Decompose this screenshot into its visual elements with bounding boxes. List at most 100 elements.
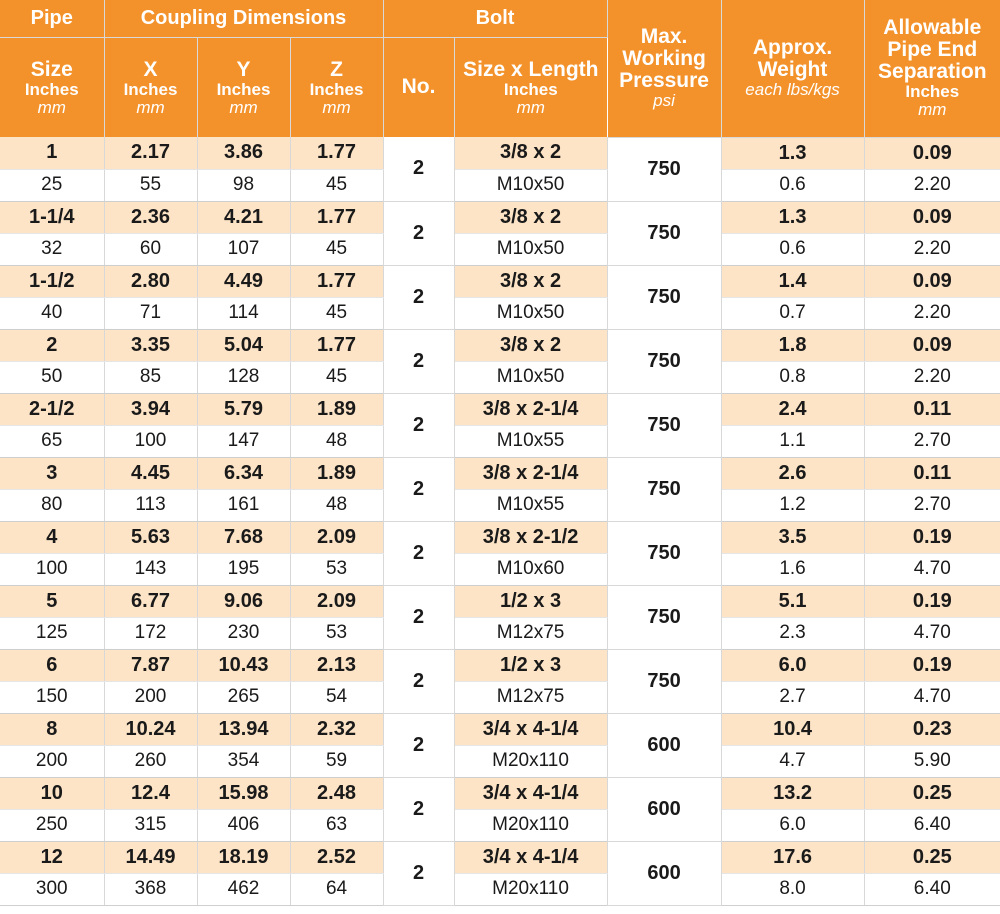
- separation-inches: 0.25: [864, 777, 1000, 810]
- pipe-size-mm: 25: [0, 169, 105, 202]
- pipe-size-mm: 50: [0, 361, 105, 394]
- weight-kgs: 0.8: [721, 361, 865, 394]
- table-row-mm: 200 260 354 59 M20x110 4.7 5.90: [0, 745, 1000, 778]
- y-mm: 147: [197, 425, 291, 458]
- separation-mm: 4.70: [864, 617, 1000, 650]
- separation-inches: 0.19: [864, 649, 1000, 682]
- header-pressure-line1: Max.: [640, 25, 688, 49]
- pipe-size-inches: 2-1/2: [0, 393, 105, 426]
- weight-lbs: 2.4: [721, 393, 865, 426]
- max-working-pressure: 750: [607, 457, 722, 522]
- header-bolt-size-label: Size x Length: [463, 57, 599, 81]
- pipe-size-mm: 125: [0, 617, 105, 650]
- y-inches: 9.06: [197, 585, 291, 618]
- separation-mm: 2.20: [864, 233, 1000, 266]
- y-mm: 354: [197, 745, 291, 778]
- table-row-inches: 8 10.24 13.94 2.32 2 3/4 x 4-1/4 600 10.4 0.23: [0, 713, 1000, 778]
- separation-mm: 2.20: [864, 297, 1000, 330]
- y-mm: 195: [197, 553, 291, 586]
- y-mm: 98: [197, 169, 291, 202]
- weight-lbs: 3.5: [721, 521, 865, 554]
- bolt-size-inches: 1/2 x 3: [454, 649, 608, 682]
- z-mm: 45: [290, 297, 384, 330]
- header-x-unit-in: Inches: [123, 79, 178, 99]
- header-z-unit-in: Inches: [309, 79, 364, 99]
- pipe-size-inches: 1-1/4: [0, 201, 105, 234]
- bolt-size-mm: M20x110: [454, 873, 608, 906]
- bolt-size-mm: M20x110: [454, 809, 608, 842]
- bolt-count: 2: [383, 585, 455, 650]
- y-inches: 3.86: [197, 137, 291, 170]
- header-pressure-line2: Working: [622, 47, 706, 71]
- pipe-size-mm: 100: [0, 553, 105, 586]
- bolt-size-inches: 1/2 x 3: [454, 585, 608, 618]
- x-mm: 113: [104, 489, 198, 522]
- weight-kgs: 8.0: [721, 873, 865, 906]
- separation-mm: 2.20: [864, 169, 1000, 202]
- bolt-count: 2: [383, 521, 455, 586]
- separation-mm: 5.90: [864, 745, 1000, 778]
- table-row-inches: 12 14.49 18.19 2.52 2 3/4 x 4-1/4 600 17.6 0.25: [0, 841, 1000, 906]
- weight-kgs: 1.1: [721, 425, 865, 458]
- header-y: Y Inches mm: [197, 37, 291, 137]
- bolt-size-inches: 3/8 x 2-1/4: [454, 457, 608, 490]
- header-sep-line2: Pipe End: [887, 38, 978, 62]
- y-inches: 7.68: [197, 521, 291, 554]
- pipe-size-mm: 32: [0, 233, 105, 266]
- x-inches: 4.45: [104, 457, 198, 490]
- pipe-size-mm: 150: [0, 681, 105, 714]
- weight-lbs: 1.4: [721, 265, 865, 298]
- bolt-count: 2: [383, 457, 455, 522]
- x-inches: 2.80: [104, 265, 198, 298]
- weight-kgs: 1.6: [721, 553, 865, 586]
- separation-mm: 6.40: [864, 873, 1000, 906]
- x-inches: 6.77: [104, 585, 198, 618]
- header-size: Size Inches mm: [0, 37, 105, 137]
- header-weight-line1: Approx.: [752, 36, 833, 60]
- bolt-size-mm: M12x75: [454, 681, 608, 714]
- y-mm: 128: [197, 361, 291, 394]
- table-row-inches: 3 4.45 6.34 1.89 2 3/8 x 2-1/4 750 2.6 0.11: [0, 457, 1000, 522]
- z-inches: 2.09: [290, 585, 384, 618]
- x-mm: 143: [104, 553, 198, 586]
- header-x-label: X: [143, 57, 158, 81]
- x-mm: 200: [104, 681, 198, 714]
- x-inches: 14.49: [104, 841, 198, 874]
- pipe-size-mm: 200: [0, 745, 105, 778]
- table-row-mm: 300 368 462 64 M20x110 8.0 6.40: [0, 873, 1000, 906]
- x-inches: 3.35: [104, 329, 198, 362]
- z-mm: 53: [290, 617, 384, 650]
- bolt-size-mm: M20x110: [454, 745, 608, 778]
- z-mm: 54: [290, 681, 384, 714]
- x-inches: 2.36: [104, 201, 198, 234]
- z-mm: 53: [290, 553, 384, 586]
- table-row-mm: 65 100 147 48 M10x55 1.1 2.70: [0, 425, 1000, 458]
- max-working-pressure: 600: [607, 713, 722, 778]
- header-pipe: Pipe: [0, 0, 105, 38]
- y-mm: 265: [197, 681, 291, 714]
- pipe-size-inches: 3: [0, 457, 105, 490]
- header-y-unit-mm: mm: [229, 97, 258, 117]
- bolt-count: 2: [383, 777, 455, 842]
- weight-kgs: 1.2: [721, 489, 865, 522]
- pipe-size-inches: 8: [0, 713, 105, 746]
- separation-inches: 0.09: [864, 201, 1000, 234]
- separation-inches: 0.11: [864, 393, 1000, 426]
- table-row-mm: 80 113 161 48 M10x55 1.2 2.70: [0, 489, 1000, 522]
- bolt-size-inches: 3/8 x 2: [454, 265, 608, 298]
- weight-lbs: 10.4: [721, 713, 865, 746]
- header-weight-unit: each lbs/kgs: [745, 80, 840, 100]
- y-inches: 5.79: [197, 393, 291, 426]
- y-inches: 10.43: [197, 649, 291, 682]
- z-inches: 1.89: [290, 393, 384, 426]
- x-inches: 7.87: [104, 649, 198, 682]
- table-body: 1 2.17 3.86 1.77 2 3/8 x 2 750 1.3 0.09 25 55 98 45 M…: [0, 137, 1000, 906]
- x-mm: 172: [104, 617, 198, 650]
- pipe-size-inches: 1-1/2: [0, 265, 105, 298]
- bolt-size-inches: 3/8 x 2-1/2: [454, 521, 608, 554]
- header-z-unit-mm: mm: [322, 97, 351, 117]
- header-sep-unit-mm: mm: [918, 100, 947, 120]
- separation-inches: 0.09: [864, 265, 1000, 298]
- table-row-mm: 32 60 107 45 M10x50 0.6 2.20: [0, 233, 1000, 266]
- header-y-label: Y: [236, 57, 251, 81]
